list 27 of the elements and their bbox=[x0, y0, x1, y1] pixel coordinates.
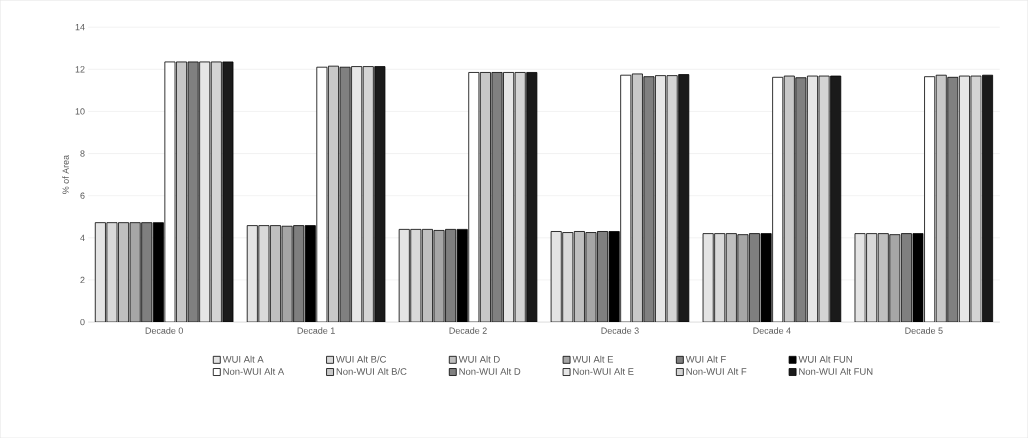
y-tick-label: 4 bbox=[80, 234, 85, 241]
y-tick-label: 8 bbox=[80, 150, 85, 157]
y-tick-label: 10 bbox=[75, 108, 85, 115]
y-tick-label: 6 bbox=[80, 192, 85, 199]
legend-label: WUI Alt A bbox=[222, 355, 264, 363]
y-axis-title: % of Area bbox=[62, 154, 69, 194]
legend-label: WUI Alt E bbox=[572, 355, 614, 363]
legend-label: Non-WUI Alt B/C bbox=[336, 367, 407, 375]
x-tick-label: Decade 3 bbox=[601, 327, 639, 334]
legend-label: Non-WUI Alt D bbox=[459, 367, 521, 375]
y-tick-label: 14 bbox=[75, 23, 85, 31]
x-tick-label: Decade 0 bbox=[145, 327, 183, 334]
x-tick-label: Decade 4 bbox=[753, 327, 791, 334]
y-tick-label: 12 bbox=[75, 66, 85, 73]
legend-label: WUI Alt B/C bbox=[335, 355, 387, 363]
legend-label: Non-WUI Alt A bbox=[223, 367, 285, 375]
x-tick-label: Decade 1 bbox=[297, 327, 335, 334]
legend-label: WUI Alt FUN bbox=[798, 355, 852, 363]
legend-label: Non-WUI Alt F bbox=[686, 367, 747, 375]
y-tick-label: 2 bbox=[80, 276, 85, 283]
legend-label: WUI Alt D bbox=[458, 355, 500, 363]
legend-label: WUI Alt F bbox=[685, 355, 726, 363]
x-tick-label: Decade 2 bbox=[449, 327, 487, 334]
legend-label: Non-WUI Alt E bbox=[573, 367, 634, 375]
legend-label: Non-WUI Alt FUN bbox=[799, 367, 873, 375]
x-tick-label: Decade 5 bbox=[905, 327, 943, 334]
y-tick-label: 0 bbox=[80, 318, 85, 326]
